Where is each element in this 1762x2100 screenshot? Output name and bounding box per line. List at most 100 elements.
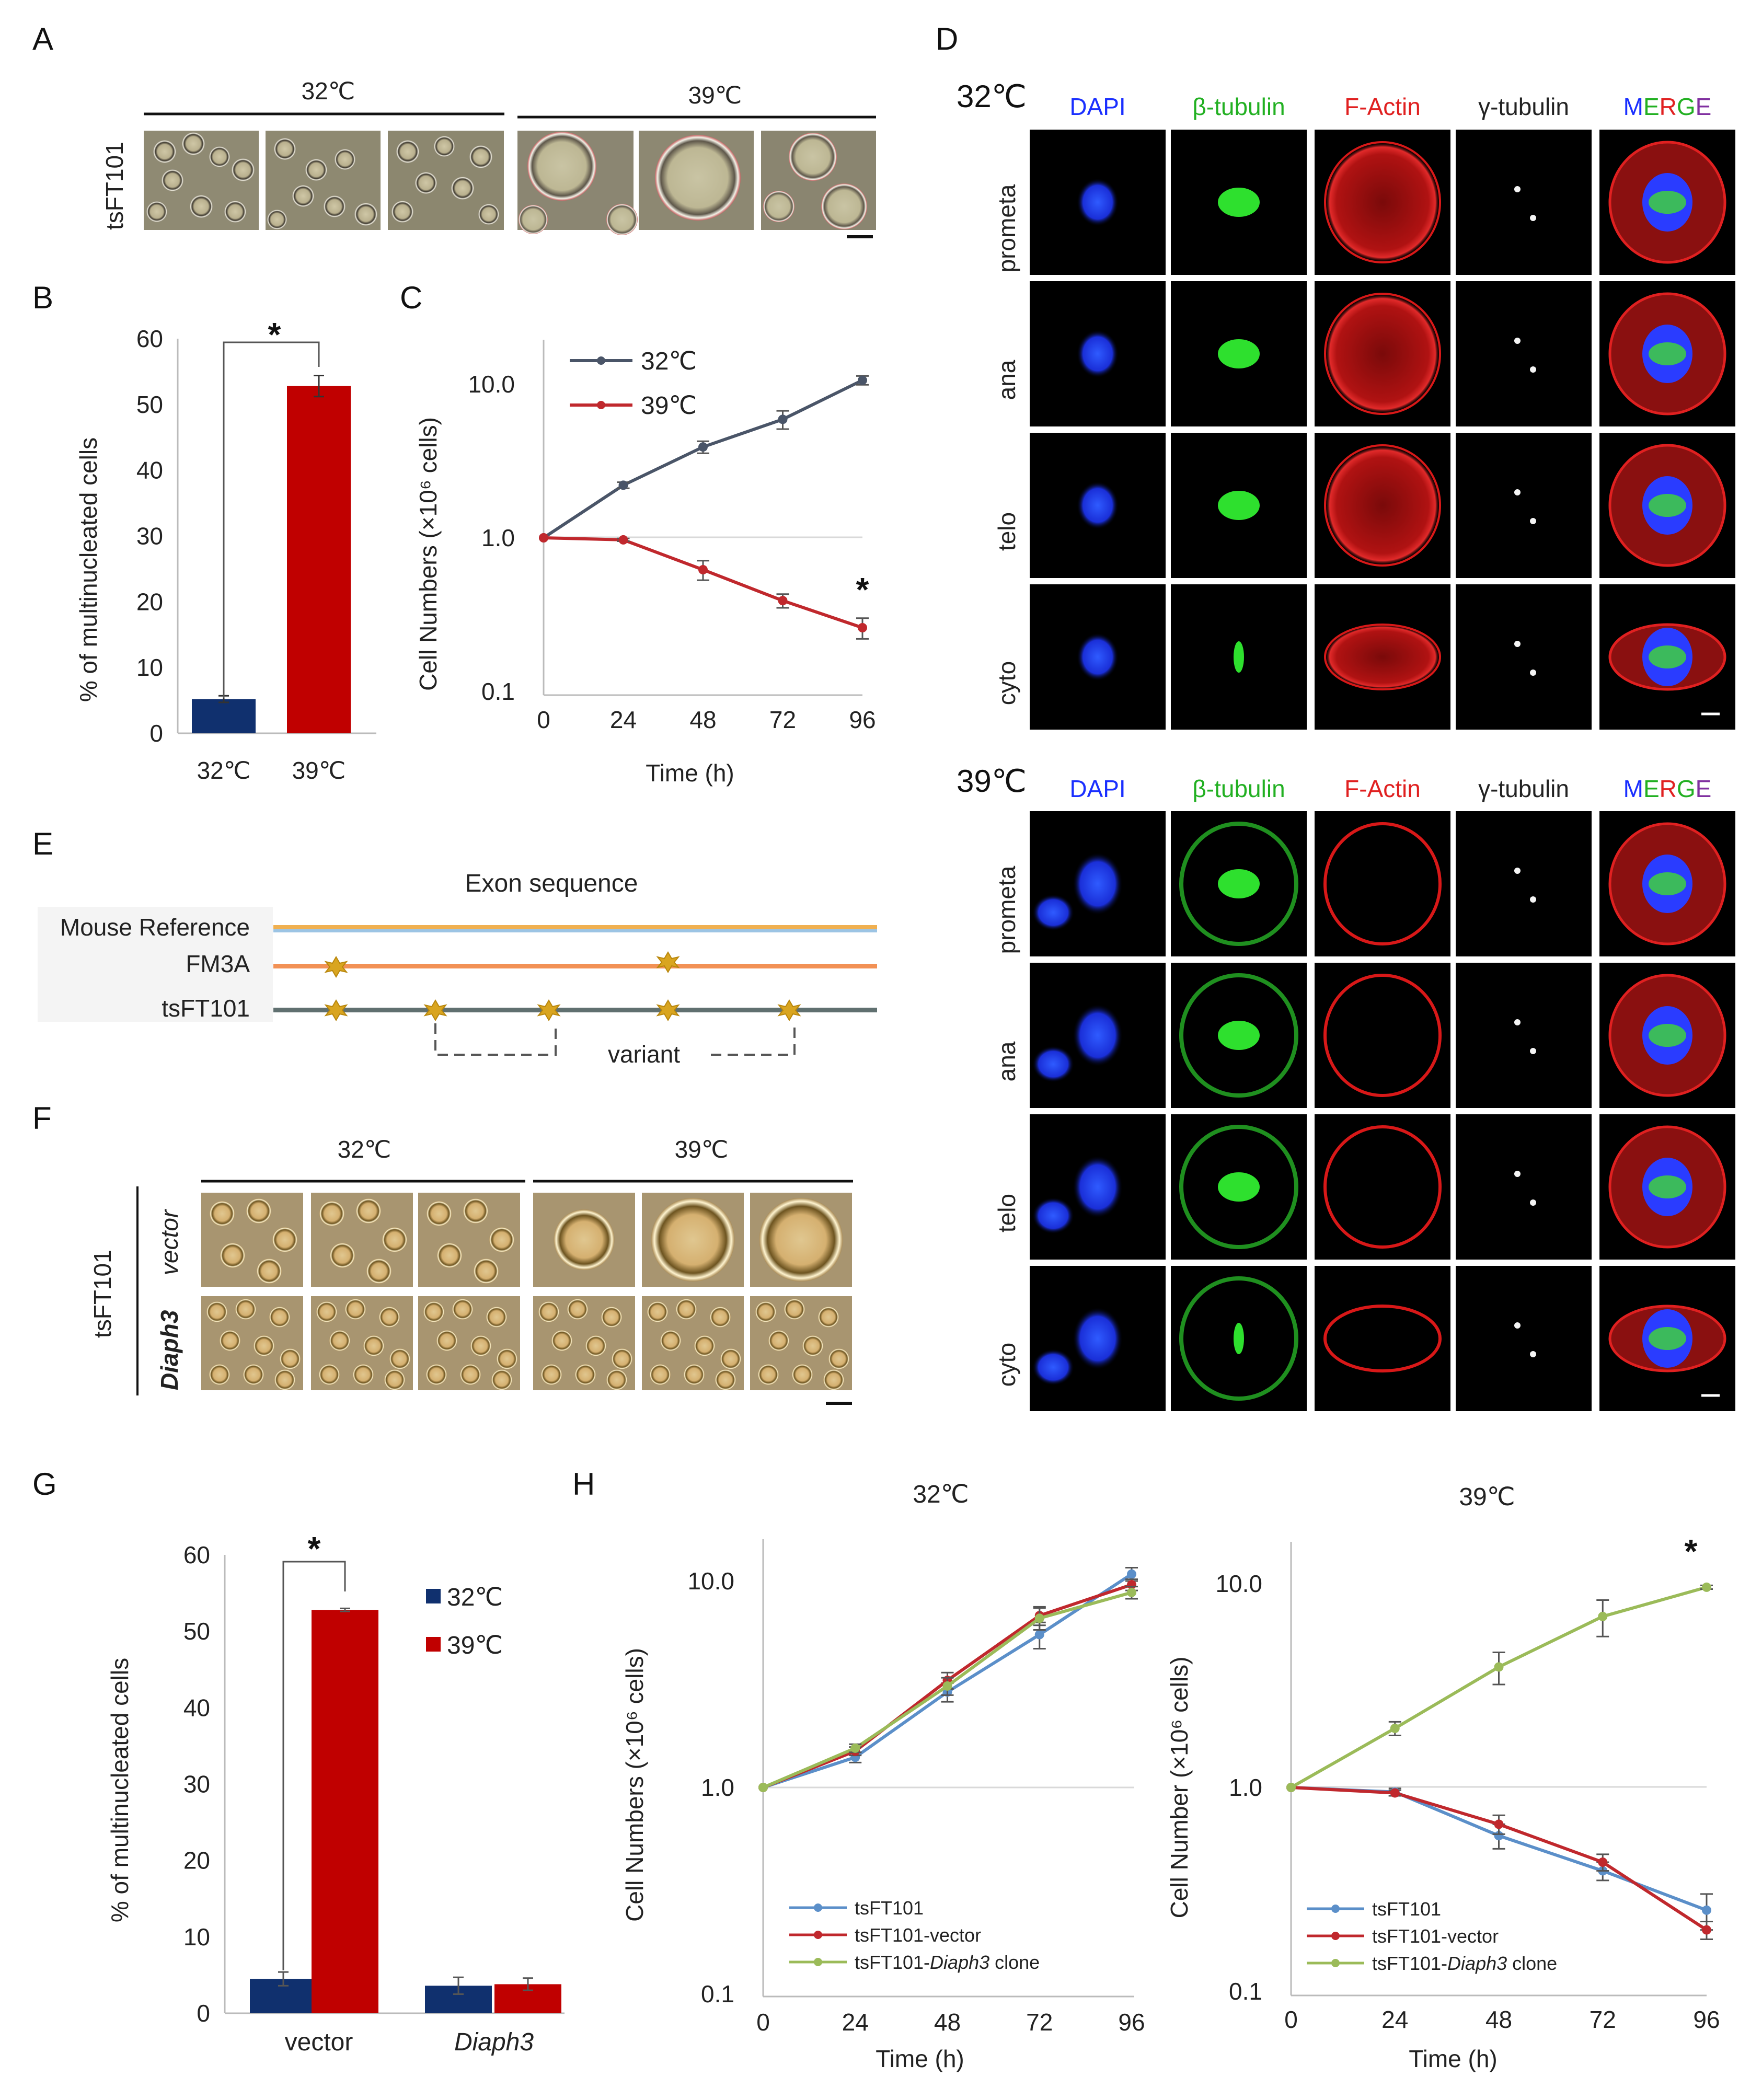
gamma-tubulin-dot xyxy=(1530,896,1536,903)
panel-h-xlabel-32: Time (h) xyxy=(876,2045,964,2072)
category-label-b-1: 39℃ xyxy=(292,757,346,784)
cell-f xyxy=(379,1307,400,1328)
panel-h-39-point-2-3 xyxy=(1598,1611,1608,1621)
panel-h-39-y-tick-2: 0.1 xyxy=(1229,1978,1262,2005)
cell-f xyxy=(660,1330,681,1351)
variant-bracket-left xyxy=(434,1023,557,1056)
panel-g-y-tick-40: 40 xyxy=(183,1694,210,1721)
bar-b-1 xyxy=(287,386,351,733)
panel-h-title-32: 32℃ xyxy=(913,1481,969,1508)
cell-f xyxy=(792,1364,813,1385)
panel-c-x-tick-72: 72 xyxy=(769,706,796,733)
row-label-32-cyto: cyto xyxy=(993,661,1020,705)
track-fm3a xyxy=(273,964,877,968)
variant-label: variant xyxy=(608,1041,680,1068)
dapi-stain xyxy=(1032,894,1074,931)
panel-label-c: C xyxy=(400,280,422,315)
panel-h-39-legend-label-0: tsFT101 xyxy=(1372,1898,1441,1920)
panel-g-y-tick-0: 0 xyxy=(197,2000,210,2027)
gamma-tubulin-dot xyxy=(1514,186,1521,192)
cell-f xyxy=(353,1364,374,1385)
dapi-stain xyxy=(1032,1349,1074,1386)
panel-h-39-x-tick-48: 48 xyxy=(1485,2006,1512,2033)
panel-label-e: E xyxy=(32,826,53,861)
cell-f xyxy=(345,1299,366,1320)
panel-h: 32℃ 39℃ Cell Numbers (×10⁶ cells) Cell N… xyxy=(621,1481,1720,2072)
cell-f xyxy=(538,1301,559,1322)
panel-a-temp-32: 32℃ xyxy=(302,77,355,105)
cell-f xyxy=(272,1227,297,1252)
cell-f xyxy=(452,1299,473,1320)
track-reference-bottom xyxy=(273,929,877,932)
cell-f xyxy=(426,1364,447,1385)
dapi-stain xyxy=(1032,1046,1074,1082)
tubulin-cortex xyxy=(1179,1125,1298,1249)
panel-c-point-0-3 xyxy=(778,414,788,424)
micrograph-d-39-prometa-2 xyxy=(1315,811,1450,956)
dapi-stain xyxy=(1077,330,1119,378)
panel-f: 32℃ 39℃ tsFT101 vector Diaph3 xyxy=(89,1136,853,1405)
panel-h-32-x-tick-0: 0 xyxy=(756,2009,770,2036)
panel-c-point-0-2 xyxy=(698,442,708,452)
legend-marker-32 xyxy=(597,356,605,365)
cell-f xyxy=(720,1348,741,1369)
category-label-b-0: 32℃ xyxy=(197,757,251,784)
panel-c-point-1-3 xyxy=(778,596,788,606)
panel-h-legend-32: tsFT101 tsFT101-vector tsFT101-Diaph3 clon… xyxy=(789,1897,1040,1973)
panel-h-39-point-2-0 xyxy=(1286,1783,1296,1792)
panel-c-xlabel: Time (h) xyxy=(646,759,734,787)
panel-e-title: Exon sequence xyxy=(465,870,638,897)
panel-c-series-line-1 xyxy=(543,536,863,629)
row-label-39-cyto: cyto xyxy=(993,1343,1020,1387)
panel-d-temp-39: 39℃ xyxy=(957,764,1027,799)
cell-f xyxy=(828,1348,849,1369)
panel-f-row-vector: vector xyxy=(156,1209,183,1275)
panel-c-point-1-2 xyxy=(698,565,708,575)
cell-f xyxy=(423,1301,444,1322)
dapi-stain xyxy=(1073,1004,1123,1067)
micrograph-d-39-cyto-3 xyxy=(1456,1266,1592,1411)
panel-g-ylabel: % of multinucleated cells xyxy=(106,1658,133,1922)
panel-b: % of multinucleated cells 0102030405060 … xyxy=(75,316,376,784)
gamma-tubulin-dot xyxy=(1530,215,1536,221)
panel-h-ylabel-39: Cell Number (×10⁶ cells) xyxy=(1166,1657,1193,1919)
panel-b-y-tick-20: 20 xyxy=(136,588,163,615)
cell-f xyxy=(755,1301,776,1322)
significance-star-g: * xyxy=(308,1530,321,1567)
panel-h-32-legend-marker-0 xyxy=(814,1903,822,1912)
panel-h-32-x-tick-48: 48 xyxy=(934,2009,961,2036)
panel-h-32-point-2-1 xyxy=(850,1743,860,1753)
error-bar-b-1 xyxy=(314,374,324,398)
actin-stain xyxy=(1323,974,1442,1097)
panel-c-point-1-4 xyxy=(858,622,867,632)
merge-spindle xyxy=(1649,872,1686,895)
cell-f xyxy=(601,1307,622,1328)
cell-f xyxy=(541,1364,562,1385)
cell-f xyxy=(243,1364,264,1385)
panel-h-39-point-0-2 xyxy=(1494,1831,1504,1841)
variant-markers xyxy=(324,951,801,1021)
cell-f xyxy=(427,1201,452,1226)
panel-h-32-legend-label-1: tsFT101-vector xyxy=(855,1924,981,1946)
panel-h-39-point-1-1 xyxy=(1390,1788,1400,1798)
panel-h-32-point-0-4 xyxy=(1127,1569,1136,1579)
error-bar-g-1-0 xyxy=(453,1976,464,1995)
panel-h-39-legend-marker-0 xyxy=(1331,1905,1340,1913)
cell-f xyxy=(486,1307,507,1328)
panel-label-h: H xyxy=(572,1467,595,1502)
dapi-stain xyxy=(1073,1307,1123,1370)
gamma-tubulin-dot xyxy=(1530,1048,1536,1054)
legend-marker-39 xyxy=(597,401,605,409)
panel-h-xlabel-39: Time (h) xyxy=(1409,2045,1498,2072)
cell-f xyxy=(715,1369,736,1390)
panel-label-a: A xyxy=(32,21,53,56)
panel-c: Cell Numbers (×10⁶ cells) 10.0 1.0 0.1 0 24 4… xyxy=(414,340,876,787)
gamma-tubulin-dot xyxy=(1514,489,1521,495)
panel-h-32-x-tick-72: 72 xyxy=(1026,2009,1053,2036)
panel-h-39-point-0-4 xyxy=(1702,1905,1711,1915)
panel-c-y-tick-0: 10.0 xyxy=(468,371,515,398)
cell-f xyxy=(210,1201,235,1226)
panel-g-y-ticks: 0 10 20 30 40 50 60 xyxy=(183,1541,210,2027)
gamma-tubulin-dot xyxy=(1514,1322,1521,1329)
panel-f-temp-32: 32℃ xyxy=(338,1136,391,1163)
